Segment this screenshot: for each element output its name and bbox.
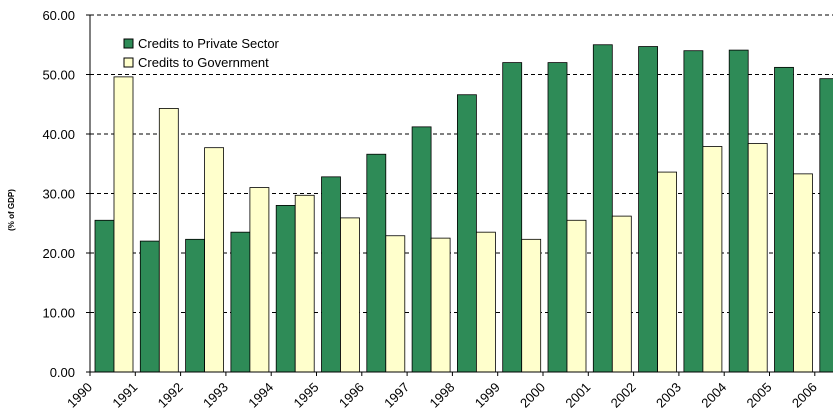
- bar-government-1998: [475, 231, 496, 373]
- bar-private-1992: [185, 238, 206, 373]
- bar-private-2005: [774, 66, 794, 373]
- bar-private-1998: [456, 94, 477, 373]
- y-tick-label: 0.00: [50, 365, 75, 380]
- bar-government-1995: [340, 217, 360, 373]
- bar-government-1990: [113, 76, 134, 373]
- bar-private-1993: [230, 231, 251, 373]
- y-tick-label: 40.00: [42, 127, 75, 142]
- y-axis-label: (% of GDP): [7, 189, 16, 231]
- bar-private-1990: [94, 219, 115, 373]
- bar-private-2003: [683, 50, 704, 373]
- legend: Credits to Private Sector Credits to Gov…: [123, 36, 280, 70]
- bar-government-2004: [747, 143, 768, 373]
- bar-government-1999: [521, 238, 542, 373]
- bar-government-1996: [385, 235, 406, 373]
- x-tick-label: 1998: [426, 380, 457, 411]
- x-tick-label: 2003: [653, 380, 684, 411]
- x-tick-label: 1995: [291, 380, 322, 411]
- bar-government-2000: [566, 219, 587, 373]
- x-tick-labels: 1990 1991 1992 1993 1994 1995 1996 1997 1998 1999…: [64, 372, 820, 411]
- x-tick-label: 2001: [562, 380, 593, 411]
- x-tick-label: 2004: [698, 380, 729, 411]
- legend-swatch-private: [123, 38, 134, 49]
- bar-private-2001: [592, 44, 613, 373]
- legend-label-government: Credits to Government: [138, 55, 269, 70]
- x-tick-label: 1999: [472, 380, 503, 411]
- bar-private-1991: [139, 240, 160, 373]
- y-tick-label: 60.00: [42, 8, 75, 23]
- bar-private-1994: [275, 204, 296, 373]
- bar-government-1992: [204, 147, 225, 373]
- bar-government-2005: [793, 173, 813, 373]
- bar-government-2001: [611, 215, 632, 373]
- bars: [94, 44, 833, 373]
- bar-private-2000: [547, 62, 568, 373]
- y-tick-label: 10.00: [42, 306, 75, 321]
- x-tick-label: 1996: [336, 380, 367, 411]
- x-tick-label: 2002: [608, 380, 639, 411]
- bar-government-1991: [158, 108, 179, 373]
- y-tick-label: 30.00: [42, 187, 75, 202]
- bar-private-2006: [819, 78, 833, 373]
- x-tick-label: 1992: [155, 380, 186, 411]
- bar-private-2002: [638, 46, 658, 373]
- x-tick-label: 2005: [744, 380, 775, 411]
- bar-government-2003: [702, 146, 723, 373]
- y-tick-labels: 0.00 10.00 20.00 30.00 40.00 50.00 60.00: [42, 8, 90, 380]
- bar-private-2004: [728, 49, 749, 373]
- legend-swatch-government: [123, 57, 134, 68]
- bar-government-1993: [249, 187, 270, 373]
- x-tick-label: 1994: [245, 380, 276, 411]
- y-tick-label: 20.00: [42, 246, 75, 261]
- bar-private-1996: [366, 153, 387, 373]
- bar-private-1999: [502, 62, 523, 373]
- bar-government-1994: [294, 194, 315, 373]
- legend-label-private: Credits to Private Sector: [138, 36, 280, 51]
- y-tick-label: 50.00: [42, 68, 75, 83]
- bar-government-2002: [657, 171, 677, 373]
- x-tick-label: 2000: [517, 380, 548, 411]
- x-tick-label: 2006: [789, 380, 820, 411]
- bar-private-1995: [321, 176, 341, 373]
- bar-government-1997: [430, 237, 451, 373]
- x-tick-label: 1993: [200, 380, 231, 411]
- x-tick-label: 1991: [109, 380, 140, 411]
- x-tick-label: 1997: [381, 380, 412, 411]
- x-tick-label: 1990: [64, 380, 95, 411]
- bar-private-1997: [411, 126, 432, 373]
